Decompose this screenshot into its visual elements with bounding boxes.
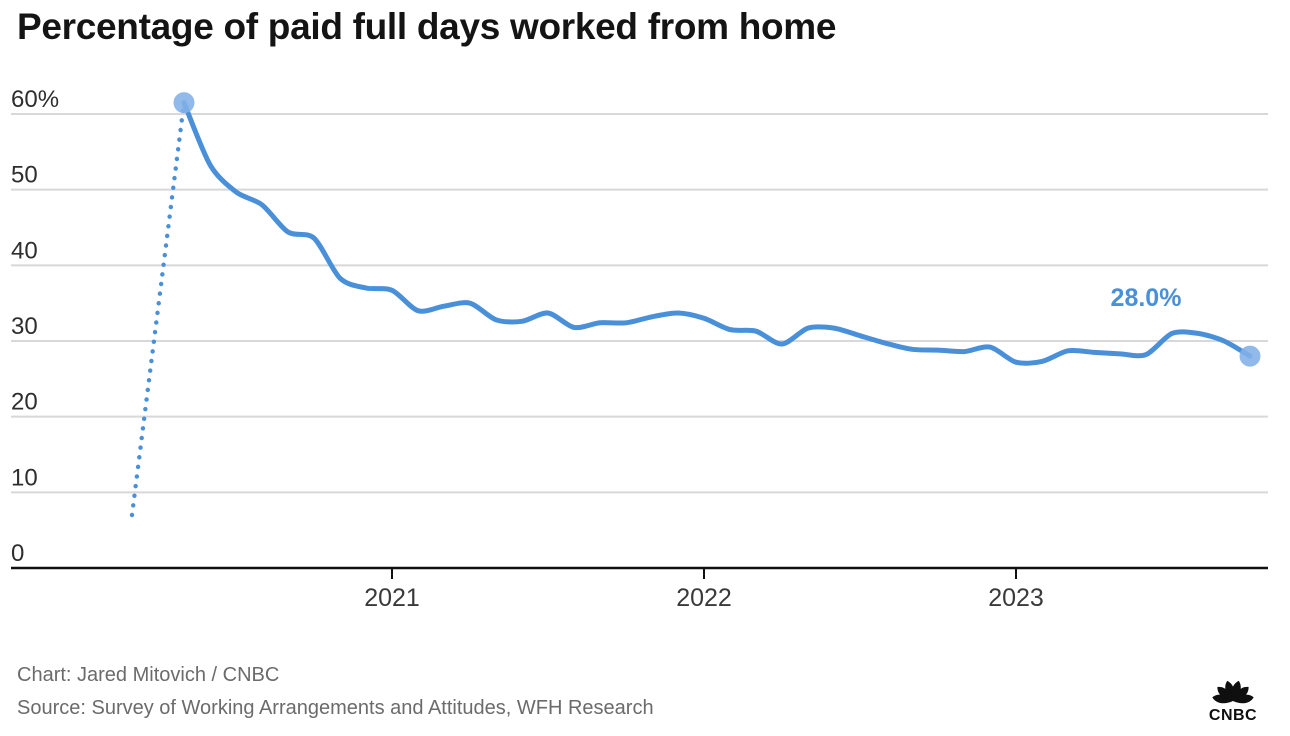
x-tick-label: 2022 <box>676 584 732 612</box>
y-tick-label: 50 <box>11 162 38 189</box>
chart-credit: Chart: Jared Mitovich / CNBC <box>17 664 280 686</box>
y-tick-label: 40 <box>11 237 38 264</box>
latest-value-annotation: 28.0% <box>1111 284 1182 312</box>
y-tick-label: 0 <box>11 540 24 567</box>
y-tick-label: 30 <box>11 313 38 340</box>
x-tick-label: 2021 <box>364 584 420 612</box>
latest-marker <box>1239 345 1261 367</box>
y-tick-label: 60% <box>11 86 59 113</box>
pre-pandemic-dotted-line <box>129 100 187 518</box>
wfh-series-line <box>181 100 1253 366</box>
x-tick-label: 2023 <box>988 584 1044 612</box>
y-tick-label: 10 <box>11 464 38 491</box>
peacock-icon: CNBC <box>1209 680 1257 724</box>
peak-marker <box>173 92 195 114</box>
wfh-line-chart: 0 10 20 30 40 50 60% 2021 2022 2023 28.0% <box>11 86 1268 612</box>
chart-source: Source: Survey of Working Arrangements a… <box>17 697 654 719</box>
cnbc-logo-text: CNBC <box>1209 707 1257 724</box>
chart-title: Percentage of paid full days worked from… <box>17 6 837 47</box>
y-tick-label: 20 <box>11 389 38 416</box>
cnbc-logo: CNBC <box>1209 680 1257 724</box>
chart-footer: Chart: Jared Mitovich / CNBC Source: Sur… <box>17 659 654 725</box>
